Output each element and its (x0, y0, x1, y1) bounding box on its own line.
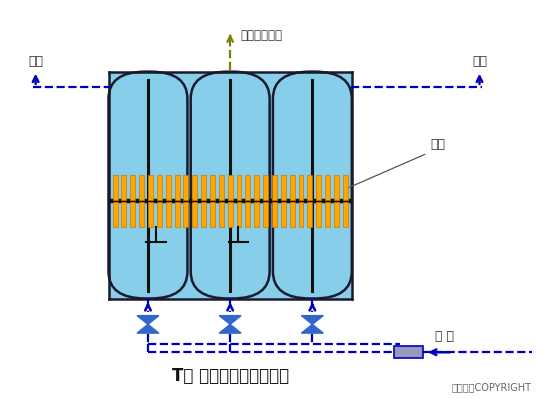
Bar (263, 175, 268, 200)
Bar (130, 202, 135, 227)
Bar (246, 175, 250, 200)
Polygon shape (219, 324, 241, 333)
Bar (290, 202, 295, 227)
Bar (228, 202, 232, 227)
Bar (148, 202, 153, 227)
FancyBboxPatch shape (191, 72, 270, 298)
Bar (210, 175, 215, 200)
Text: 剩余污泥排放: 剩余污泥排放 (240, 29, 282, 42)
Bar (281, 175, 286, 200)
Polygon shape (219, 316, 241, 324)
Bar (325, 202, 330, 227)
Polygon shape (137, 324, 159, 333)
Bar (237, 202, 242, 227)
Bar (192, 175, 197, 200)
Text: 进 水: 进 水 (435, 330, 454, 343)
Bar (130, 175, 135, 200)
Bar (139, 202, 144, 227)
Bar (342, 175, 347, 200)
Text: 出水: 出水 (472, 55, 487, 68)
Bar (139, 175, 144, 200)
Bar (109, 72, 352, 298)
Polygon shape (301, 324, 323, 333)
Polygon shape (301, 316, 323, 324)
Bar (263, 202, 268, 227)
Bar (219, 175, 224, 200)
FancyBboxPatch shape (273, 72, 352, 298)
Bar (307, 202, 312, 227)
Bar (334, 175, 339, 200)
Bar (113, 202, 117, 227)
Bar (325, 175, 330, 200)
Bar (192, 202, 197, 227)
FancyBboxPatch shape (394, 346, 423, 358)
Bar (175, 175, 180, 200)
Bar (113, 175, 117, 200)
Bar (254, 202, 259, 227)
Bar (254, 175, 259, 200)
Text: 出水: 出水 (28, 55, 43, 68)
Bar (122, 202, 127, 227)
Bar (184, 175, 189, 200)
Bar (175, 202, 180, 227)
Text: 东方仿真COPYRIGHT: 东方仿真COPYRIGHT (452, 382, 532, 392)
Bar (165, 202, 170, 227)
Bar (272, 202, 277, 227)
Bar (272, 175, 277, 200)
Bar (165, 175, 170, 200)
Bar (184, 202, 189, 227)
Bar (342, 202, 347, 227)
Bar (201, 202, 206, 227)
Bar (290, 175, 295, 200)
Bar (228, 175, 232, 200)
Text: T型 氧化沟系统工艺流程: T型 氧化沟系统工艺流程 (172, 367, 289, 385)
Polygon shape (137, 316, 159, 324)
Bar (201, 175, 206, 200)
FancyBboxPatch shape (109, 72, 187, 298)
Bar (316, 202, 321, 227)
Bar (219, 202, 224, 227)
Bar (299, 202, 304, 227)
Bar (307, 175, 312, 200)
Bar (210, 202, 215, 227)
Bar (334, 202, 339, 227)
Bar (299, 175, 304, 200)
Bar (157, 202, 162, 227)
Text: 转刷: 转刷 (430, 138, 445, 151)
Bar (316, 175, 321, 200)
Bar (122, 175, 127, 200)
Bar (246, 202, 250, 227)
Bar (237, 175, 242, 200)
Bar (148, 175, 153, 200)
Bar (157, 175, 162, 200)
Bar (281, 202, 286, 227)
